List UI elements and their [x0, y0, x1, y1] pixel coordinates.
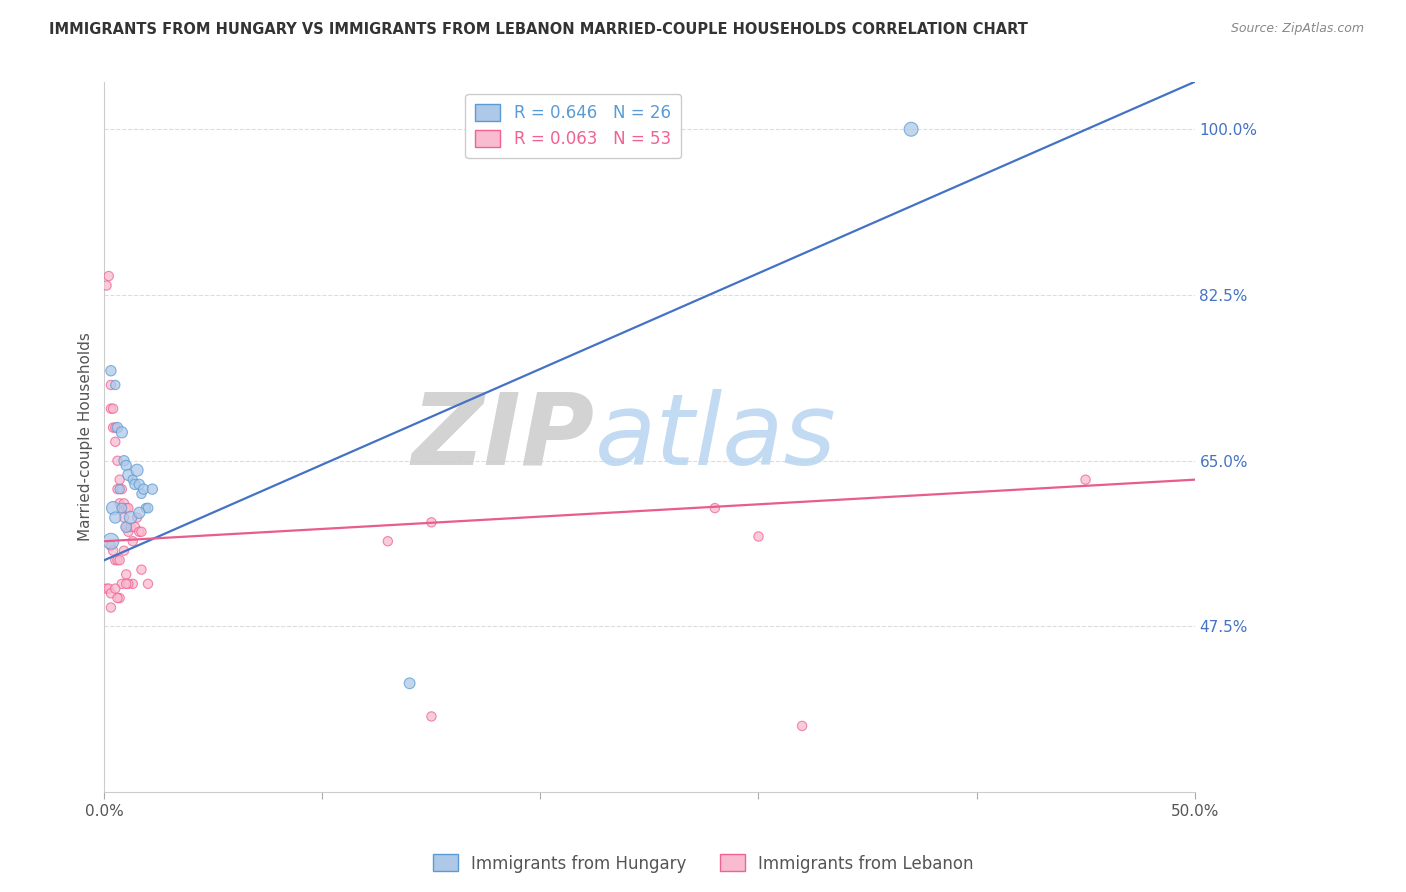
Point [117, 501, 139, 516]
Point [107, 553, 129, 567]
Point [108, 591, 131, 605]
Point [104, 434, 127, 449]
Point [112, 454, 135, 468]
Text: ZIP: ZIP [412, 389, 595, 485]
Point [790, 719, 813, 733]
Point [420, 709, 443, 723]
Point [97, 582, 120, 596]
Text: IMMIGRANTS FROM HUNGARY VS IMMIGRANTS FROM LEBANON MARRIED-COUPLE HOUSEHOLDS COR: IMMIGRANTS FROM HUNGARY VS IMMIGRANTS FR… [49, 22, 1028, 37]
Point [115, 520, 138, 534]
Point [100, 401, 122, 416]
Point [120, 510, 142, 524]
Point [111, 482, 134, 496]
Point [124, 477, 146, 491]
Point [108, 553, 131, 567]
Point [121, 577, 143, 591]
Point [127, 463, 149, 477]
Point [104, 378, 127, 392]
Point [100, 378, 122, 392]
Point [101, 401, 124, 416]
Text: atlas: atlas [595, 389, 837, 485]
Point [128, 477, 150, 491]
Point [115, 520, 138, 534]
Point [136, 577, 159, 591]
Point [115, 501, 138, 516]
Point [128, 506, 150, 520]
Point [132, 482, 155, 496]
Point [128, 524, 150, 539]
Point [377, 534, 399, 549]
Point [115, 458, 138, 473]
Point [115, 567, 138, 582]
Point [96, 582, 118, 596]
Point [111, 501, 134, 516]
Point [121, 473, 143, 487]
Point [100, 586, 122, 600]
Point [127, 510, 149, 524]
Point [117, 467, 139, 482]
Point [112, 496, 135, 510]
Point [117, 577, 139, 591]
Point [111, 425, 134, 440]
Point [111, 577, 134, 591]
Point [121, 534, 143, 549]
Point [104, 553, 127, 567]
Point [398, 676, 420, 690]
Legend: Immigrants from Hungary, Immigrants from Lebanon: Immigrants from Hungary, Immigrants from… [426, 847, 980, 880]
Point [101, 501, 124, 516]
Point [131, 524, 153, 539]
Point [96, 278, 118, 293]
Point [117, 524, 139, 539]
Point [107, 591, 129, 605]
Point [120, 520, 142, 534]
Point [100, 600, 122, 615]
Point [115, 577, 138, 591]
Point [141, 482, 163, 496]
Point [747, 529, 769, 543]
Point [900, 122, 922, 136]
Legend: R = 0.646   N = 26, R = 0.063   N = 53: R = 0.646 N = 26, R = 0.063 N = 53 [465, 94, 681, 159]
Point [703, 501, 725, 516]
Point [100, 539, 122, 553]
Point [100, 364, 122, 378]
Point [124, 520, 146, 534]
Point [104, 510, 127, 524]
Point [131, 487, 153, 501]
Point [100, 534, 122, 549]
Point [111, 501, 134, 516]
Point [101, 543, 124, 558]
Point [104, 582, 127, 596]
Point [108, 473, 131, 487]
Point [136, 501, 159, 516]
Point [131, 563, 153, 577]
Point [107, 482, 129, 496]
Point [107, 454, 129, 468]
Point [107, 420, 129, 434]
Point [112, 510, 135, 524]
Point [135, 501, 157, 516]
Point [108, 482, 131, 496]
Y-axis label: Married-couple Households: Married-couple Households [79, 333, 93, 541]
Point [101, 420, 124, 434]
Point [97, 268, 120, 283]
Point [104, 420, 127, 434]
Point [420, 516, 443, 530]
Point [1074, 473, 1097, 487]
Point [112, 543, 135, 558]
Point [108, 496, 131, 510]
Text: Source: ZipAtlas.com: Source: ZipAtlas.com [1230, 22, 1364, 36]
